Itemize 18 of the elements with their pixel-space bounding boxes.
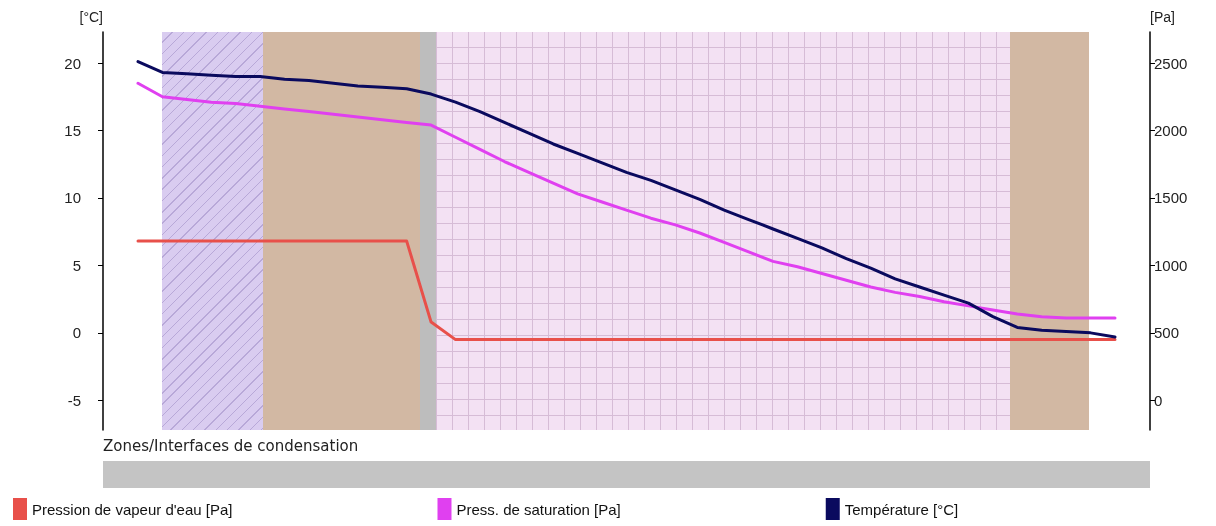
legend-label: Température [°C] [844,500,959,518]
y-axis-title: [°C] [79,9,103,25]
y-tick-label: 0 [72,324,81,342]
y-tick-label: 20 [64,54,81,72]
y-tick-label: 15 [64,121,81,139]
text: Zones/Interfaces de condensation [103,436,359,455]
y-tick-label: 5 [72,256,81,274]
legend-label: Pression de vapeur d'eau [Pa] [32,500,233,518]
y2-tick-label: 2500 [1154,54,1188,72]
y2-tick-label: 2000 [1154,121,1188,139]
y-tick-label: 10 [64,189,81,207]
y2-axis-title: [Pa] [1150,9,1175,25]
y2-tick-label: 1000 [1154,256,1188,274]
y-tick-label: -5 [67,391,81,409]
legend-label: Press. de saturation [Pa] [456,500,621,518]
y2-tick-label: 500 [1154,324,1180,342]
y2-tick-label: 0 [1154,391,1163,409]
y2-tick-label: 1500 [1154,189,1188,207]
